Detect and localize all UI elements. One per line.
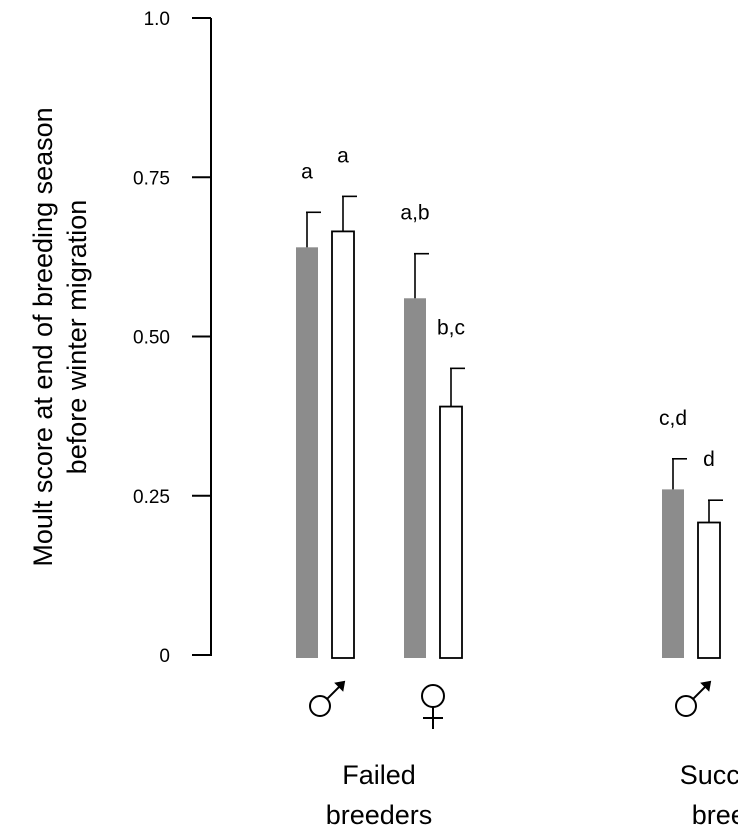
y-tick-label: 0.50	[133, 328, 170, 349]
plot-area: aaa,bb,cFailedbreedersc,dddeSuccessfulbr…	[296, 144, 738, 830]
y-axis-title: Moult score at end of breeding season be…	[28, 107, 92, 566]
y-axis-title-line-1: Moult score at end of breeding season	[28, 107, 58, 566]
significance-label: a,b	[400, 202, 429, 225]
bar-white	[439, 405, 463, 659]
y-tick-label: 1.0	[144, 9, 170, 30]
y-axis: 0 0.25 0.50 0.75 1.0	[133, 9, 212, 667]
bar-white	[331, 230, 355, 659]
bar-gray	[296, 247, 318, 658]
significance-label: b,c	[437, 316, 465, 339]
y-tick-label: 0.75	[133, 168, 170, 189]
bar-gray	[404, 298, 426, 658]
significance-label: c,d	[659, 407, 687, 430]
significance-label: a	[337, 144, 349, 167]
male-symbol-icon	[309, 680, 346, 717]
bar-white	[697, 521, 721, 659]
group-label-line: breeders	[692, 800, 738, 830]
y-ticks: 0 0.25 0.50 0.75 1.0	[133, 9, 211, 667]
group-label-line: Successful	[680, 760, 738, 790]
female-symbol-icon	[421, 684, 445, 729]
y-axis-title-line-2: before winter migration	[62, 200, 92, 475]
group-label-line: breeders	[326, 800, 433, 830]
y-tick-label: 0.25	[133, 487, 170, 508]
group-label-line: Failed	[342, 760, 416, 790]
significance-label: a	[301, 160, 313, 183]
bar-gray	[662, 489, 684, 658]
significance-label: d	[703, 448, 715, 471]
male-symbol-icon	[675, 680, 712, 717]
y-tick-label: 0	[159, 646, 170, 667]
